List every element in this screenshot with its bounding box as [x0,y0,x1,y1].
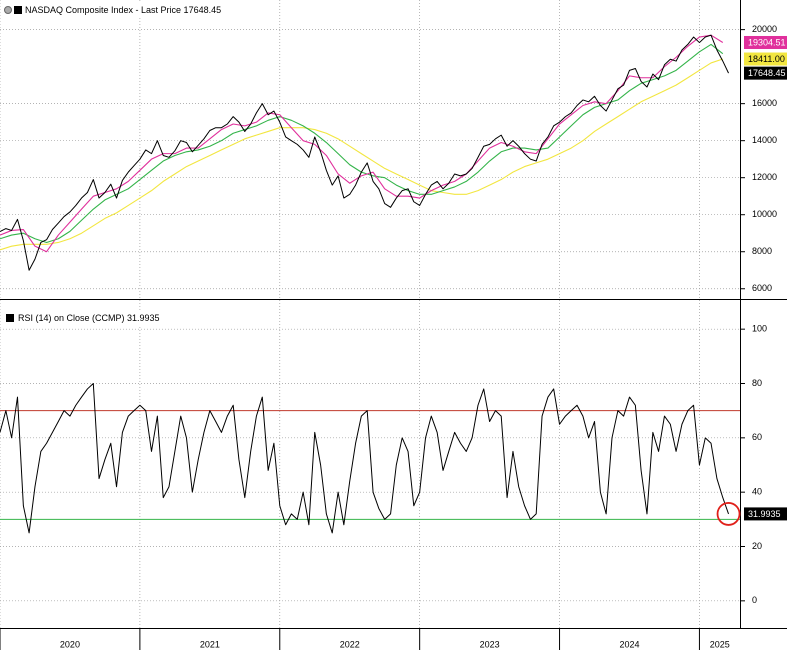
chart-title: RSI (14) on Close (CCMP) 31.9935 [18,313,160,323]
legend-swatch [14,6,22,14]
x-tick-label: 2024 [619,639,639,649]
value-tag-label: 18411.00 [748,54,785,64]
y-tick-label: 20 [752,541,762,551]
series-line [0,34,729,271]
series-line [0,58,723,251]
x-tick-label: 2023 [480,639,500,649]
value-tag-label: 31.9935 [748,509,781,519]
value-tag [744,66,787,80]
chart-title: NASDAQ Composite Index - Last Price 1764… [25,5,221,15]
y-tick-label: 100 [752,324,767,334]
legend-swatch [6,314,14,322]
value-tag [744,35,787,49]
y-tick-label: 10000 [752,209,777,219]
legend-box [2,3,228,18]
y-tick-label: 40 [752,487,762,497]
legend-icon [4,6,12,14]
grid-layer [0,0,740,628]
x-tick-label: 2022 [340,639,360,649]
y-tick-label: 16000 [752,98,777,108]
y-tick-label: 80 [752,378,762,388]
y-tick-label: 60 [752,432,762,442]
value-tag [744,507,787,521]
y-tick-label: 20000 [752,24,777,34]
legend-box [2,311,168,326]
value-tag [744,52,787,66]
line-layer [0,34,740,534]
value-tag-label: 19304.51 [748,37,786,47]
value-tag-label: 17648.45 [748,68,786,78]
series-line [0,383,730,534]
x-tick-label: 2025 [710,639,730,649]
highlight-circle [716,502,741,526]
y-tick-label: 0 [752,595,757,605]
x-tick-label: 2021 [200,639,220,649]
y-tick-label: 8000 [752,246,772,256]
y-tick-label: 6000 [752,283,772,293]
y-tick-label: 12000 [752,172,777,182]
x-tick-label: 2020 [60,639,80,649]
y-tick-label: 14000 [752,135,777,145]
